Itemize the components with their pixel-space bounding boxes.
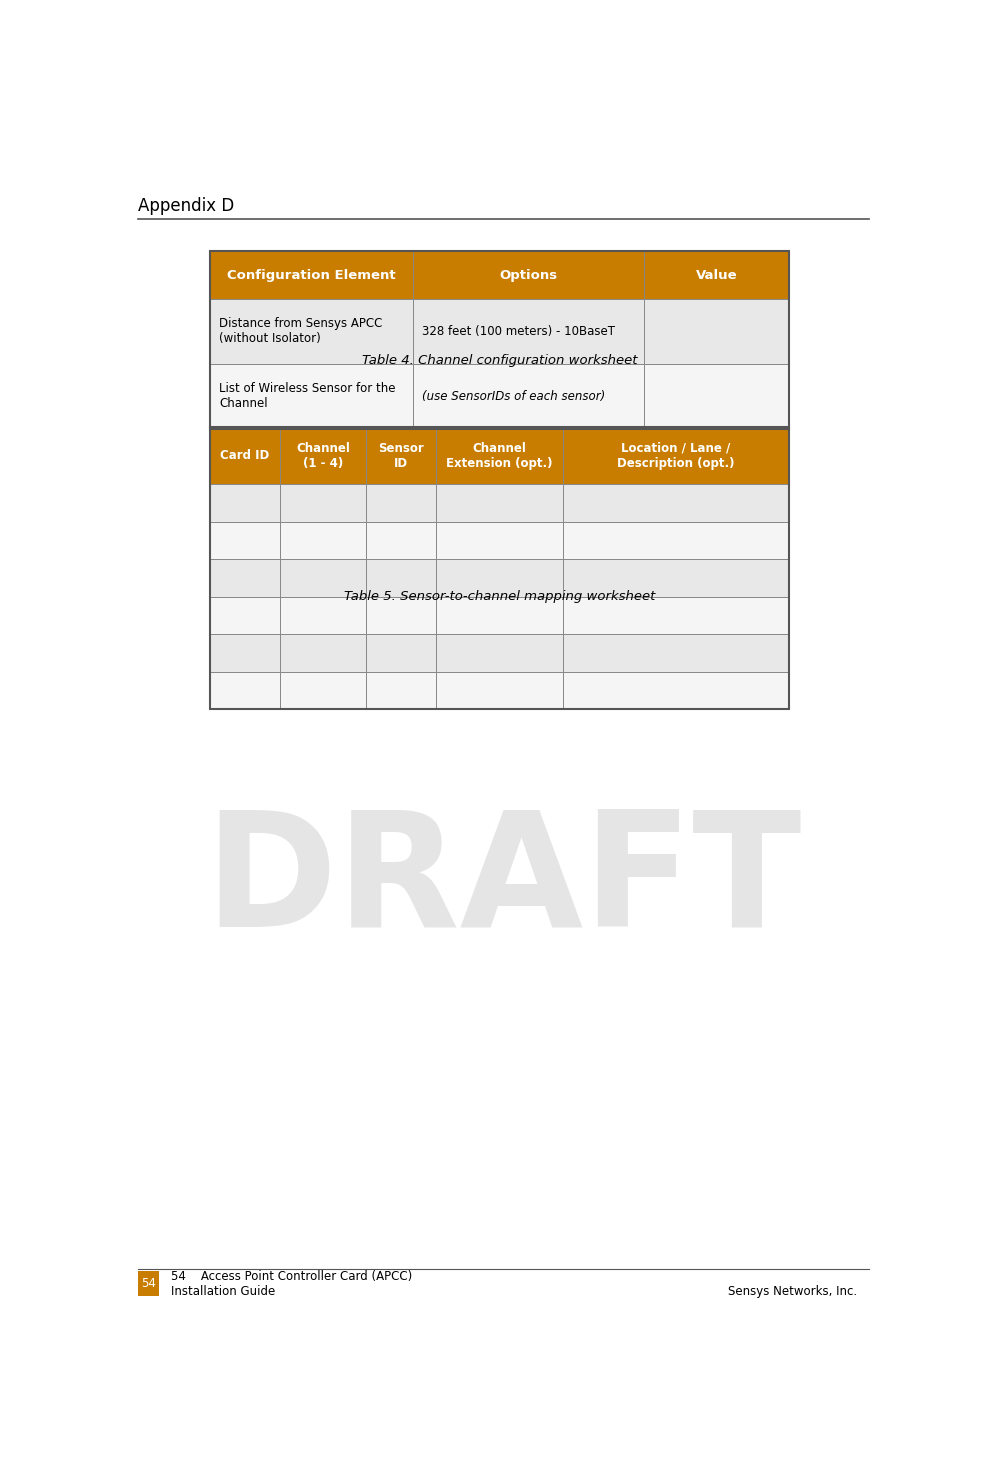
Bar: [412, 251, 644, 298]
Text: Table 5. Sensor-to-channel mapping worksheet: Table 5. Sensor-to-channel mapping works…: [344, 591, 655, 603]
Bar: [210, 672, 280, 709]
Text: List of Wireless Sensor for the
Channel: List of Wireless Sensor for the Channel: [219, 383, 396, 411]
Bar: [210, 363, 412, 428]
Bar: [280, 635, 366, 672]
Text: (use SensorIDs of each sensor): (use SensorIDs of each sensor): [422, 390, 605, 403]
Bar: [137, 1272, 159, 1297]
Bar: [563, 635, 789, 672]
Bar: [563, 560, 789, 597]
Bar: [366, 484, 436, 521]
Bar: [210, 298, 412, 363]
Bar: [436, 521, 563, 560]
Bar: [210, 521, 280, 560]
Bar: [644, 251, 789, 298]
Bar: [436, 672, 563, 709]
Bar: [436, 560, 563, 597]
Text: Value: Value: [695, 269, 737, 282]
Text: Location / Lane /
Description (opt.): Location / Lane / Description (opt.): [617, 442, 735, 470]
Bar: [210, 427, 280, 484]
Bar: [210, 427, 789, 709]
Bar: [280, 597, 366, 635]
Text: Sensys Networks, Inc.: Sensys Networks, Inc.: [728, 1285, 857, 1298]
Bar: [280, 672, 366, 709]
Bar: [366, 560, 436, 597]
Text: Table 4. Channel configuration worksheet: Table 4. Channel configuration worksheet: [361, 353, 637, 366]
Text: Options: Options: [499, 269, 558, 282]
Bar: [644, 363, 789, 428]
Text: 54    Access Point Controller Card (APCC): 54 Access Point Controller Card (APCC): [171, 1270, 411, 1284]
Bar: [366, 521, 436, 560]
Text: Appendix D: Appendix D: [137, 196, 235, 214]
Bar: [280, 427, 366, 484]
Bar: [280, 560, 366, 597]
Bar: [563, 484, 789, 521]
Text: DRAFT: DRAFT: [204, 805, 802, 960]
Bar: [436, 597, 563, 635]
Bar: [210, 597, 280, 635]
Bar: [436, 427, 563, 484]
Bar: [412, 298, 644, 363]
Text: Card ID: Card ID: [220, 449, 270, 462]
Bar: [563, 427, 789, 484]
Bar: [436, 484, 563, 521]
Bar: [210, 635, 280, 672]
Text: 54: 54: [141, 1278, 156, 1291]
Text: 328 feet (100 meters) - 10BaseT: 328 feet (100 meters) - 10BaseT: [422, 325, 615, 338]
Text: Installation Guide: Installation Guide: [171, 1285, 275, 1298]
Bar: [280, 521, 366, 560]
Bar: [210, 560, 280, 597]
Bar: [280, 484, 366, 521]
Text: Channel
(1 - 4): Channel (1 - 4): [297, 442, 350, 470]
Text: Distance from Sensys APCC
(without Isolator): Distance from Sensys APCC (without Isola…: [219, 318, 383, 346]
Bar: [563, 672, 789, 709]
Text: Sensor
ID: Sensor ID: [378, 442, 424, 470]
Bar: [644, 298, 789, 363]
Bar: [366, 672, 436, 709]
Bar: [210, 251, 789, 428]
Text: Configuration Element: Configuration Element: [227, 269, 396, 282]
Bar: [210, 251, 412, 298]
Bar: [412, 363, 644, 428]
Bar: [563, 521, 789, 560]
Text: Channel
Extension (opt.): Channel Extension (opt.): [446, 442, 553, 470]
Bar: [563, 597, 789, 635]
Bar: [366, 597, 436, 635]
Bar: [366, 635, 436, 672]
Bar: [366, 427, 436, 484]
Bar: [436, 635, 563, 672]
Bar: [210, 484, 280, 521]
